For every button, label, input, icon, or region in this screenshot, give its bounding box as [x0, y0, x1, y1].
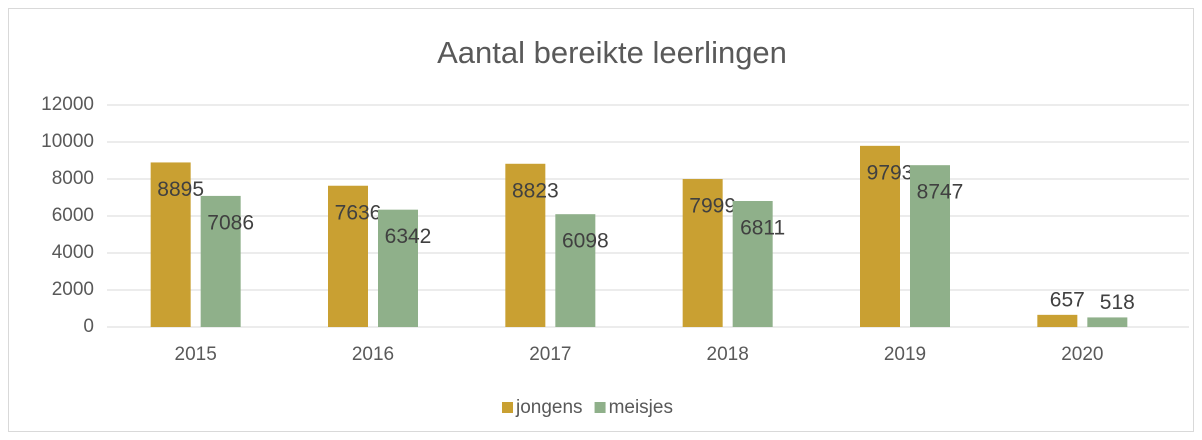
y-tick-label: 4000 — [52, 242, 94, 263]
bar — [682, 179, 723, 327]
legend-swatch — [502, 402, 513, 413]
x-tick-label: 2016 — [352, 344, 394, 365]
data-label: 6342 — [385, 225, 432, 248]
bar — [200, 195, 241, 327]
bar — [328, 185, 368, 327]
data-label: 6098 — [562, 230, 609, 253]
y-tick-label: 8000 — [52, 168, 94, 189]
data-label: 7086 — [207, 211, 254, 234]
x-tick-label: 2020 — [1061, 344, 1103, 365]
bar — [150, 162, 191, 327]
legend-swatch — [594, 402, 606, 413]
bar — [1037, 314, 1078, 327]
bar — [910, 165, 950, 327]
data-label: 657 — [1050, 288, 1085, 311]
bar — [860, 145, 900, 327]
x-tick-label: 2015 — [175, 344, 217, 365]
y-tick-label: 0 — [83, 316, 94, 337]
data-label: 7636 — [335, 201, 382, 224]
bar — [555, 214, 596, 327]
bar — [505, 163, 546, 327]
bar — [732, 200, 773, 327]
x-tick-label: 2017 — [529, 344, 571, 365]
x-tick-label: 2019 — [884, 344, 926, 365]
legend-label: meisjes — [609, 397, 673, 418]
data-label: 9793 — [867, 161, 914, 184]
data-label: 8823 — [512, 179, 559, 202]
x-tick-label: 2018 — [707, 344, 749, 365]
legend-label: jongens — [515, 397, 583, 418]
data-label: 8747 — [917, 181, 964, 204]
y-tick-label: 2000 — [52, 279, 94, 300]
y-tick-label: 10000 — [41, 131, 94, 152]
data-label: 8895 — [157, 178, 204, 201]
bar — [378, 209, 418, 327]
y-tick-label: 12000 — [41, 94, 94, 115]
y-tick-label: 6000 — [52, 205, 94, 226]
data-label: 7999 — [689, 195, 736, 218]
data-label: 518 — [1100, 291, 1135, 314]
chart-title: Aantal bereikte leerlingen — [437, 35, 787, 70]
bar — [1087, 317, 1128, 327]
data-label: 6811 — [740, 217, 785, 240]
